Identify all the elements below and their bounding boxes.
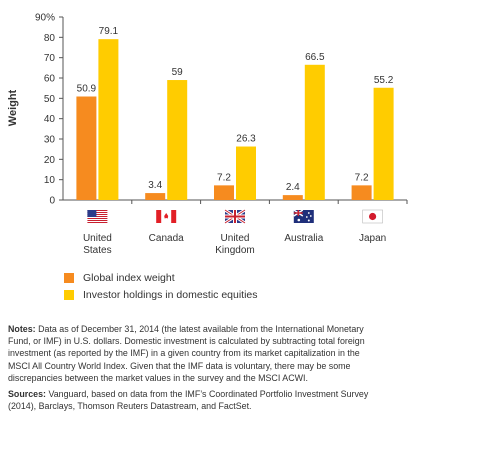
y-tick-label: 60: [44, 74, 56, 85]
bar-domestic-holdings: [373, 87, 394, 200]
bar-global-index: [351, 185, 372, 200]
y-tick-label: 90%: [35, 13, 55, 24]
bar-value-label: 7.2: [355, 172, 369, 183]
chart-legend: Global index weight Investor holdings in…: [64, 269, 258, 303]
legend-item-investor-holdings: Investor holdings in domestic equities: [64, 286, 258, 303]
x-category-label: States: [83, 245, 111, 256]
bar-domestic-holdings: [98, 39, 119, 201]
y-tick-label: 20: [44, 155, 56, 166]
bar-value-label: 3.4: [148, 180, 162, 191]
bar-value-label: 26.3: [236, 134, 256, 145]
legend-swatch-yellow: [64, 289, 74, 300]
bar-domestic-holdings: [236, 146, 256, 200]
notes-label: Notes:: [8, 324, 36, 334]
bar-value-label: 7.2: [217, 172, 231, 183]
legend-swatch-orange: [64, 272, 74, 283]
bar-value-label: 66.5: [305, 52, 325, 63]
bar-value-label: 55.2: [374, 75, 394, 86]
x-category-label: Japan: [359, 233, 386, 244]
bar-chart: 0 10 20 30 40 50 60 70 80 90% Weight 50.9 79.1 United…: [7, 13, 408, 256]
bar-domestic-holdings: [167, 80, 188, 200]
chart-notes: Notes: Data as of December 31, 2014 (the…: [8, 323, 380, 416]
sources-text: Vanguard, based on data from the IMF’s C…: [8, 389, 369, 412]
x-category-label: Australia: [284, 233, 323, 244]
bar-value-label: 59: [172, 67, 184, 78]
y-tick-label: 30: [44, 135, 56, 146]
us-flag-icon: [87, 210, 108, 223]
y-tick-label: 10: [44, 175, 56, 186]
legend-label-investor-holdings: Investor holdings in domestic equities: [83, 288, 258, 301]
x-category-label: Kingdom: [215, 245, 254, 256]
bar-global-index: [145, 193, 166, 200]
bar-value-label: 2.4: [286, 182, 300, 193]
y-tick-label: 40: [44, 114, 56, 125]
notes-paragraph: Notes: Data as of December 31, 2014 (the…: [8, 323, 380, 384]
y-tick-label: 80: [44, 33, 56, 44]
sources-label: Sources:: [8, 389, 46, 400]
australia-flag-icon: [293, 209, 314, 223]
y-tick-label: 0: [49, 196, 55, 207]
y-axis-title: Weight: [7, 89, 19, 126]
bar-global-index: [76, 96, 97, 200]
bar-value-label: 79.1: [99, 26, 119, 37]
y-tick-label: 70: [44, 53, 56, 64]
legend-label-global-index-weight: Global index weight: [83, 271, 175, 284]
x-category-label: Canada: [149, 233, 184, 244]
canada-flag-icon: [156, 210, 177, 223]
notes-text: Data as of December 31, 2014 (the latest…: [8, 324, 365, 383]
y-tick-label: 50: [44, 94, 56, 105]
bar-domestic-holdings: [304, 64, 325, 201]
sources-paragraph: Sources: Vanguard, based on data from th…: [8, 388, 380, 412]
uk-flag-icon: [224, 208, 246, 225]
legend-item-global-index-weight: Global index weight: [64, 269, 258, 286]
x-category-label: United: [83, 233, 112, 244]
x-category-label: United: [221, 233, 250, 244]
bar-global-index: [282, 195, 303, 200]
bar-global-index: [214, 185, 234, 200]
japan-flag-icon: [362, 209, 383, 224]
bar-value-label: 50.9: [77, 84, 97, 95]
